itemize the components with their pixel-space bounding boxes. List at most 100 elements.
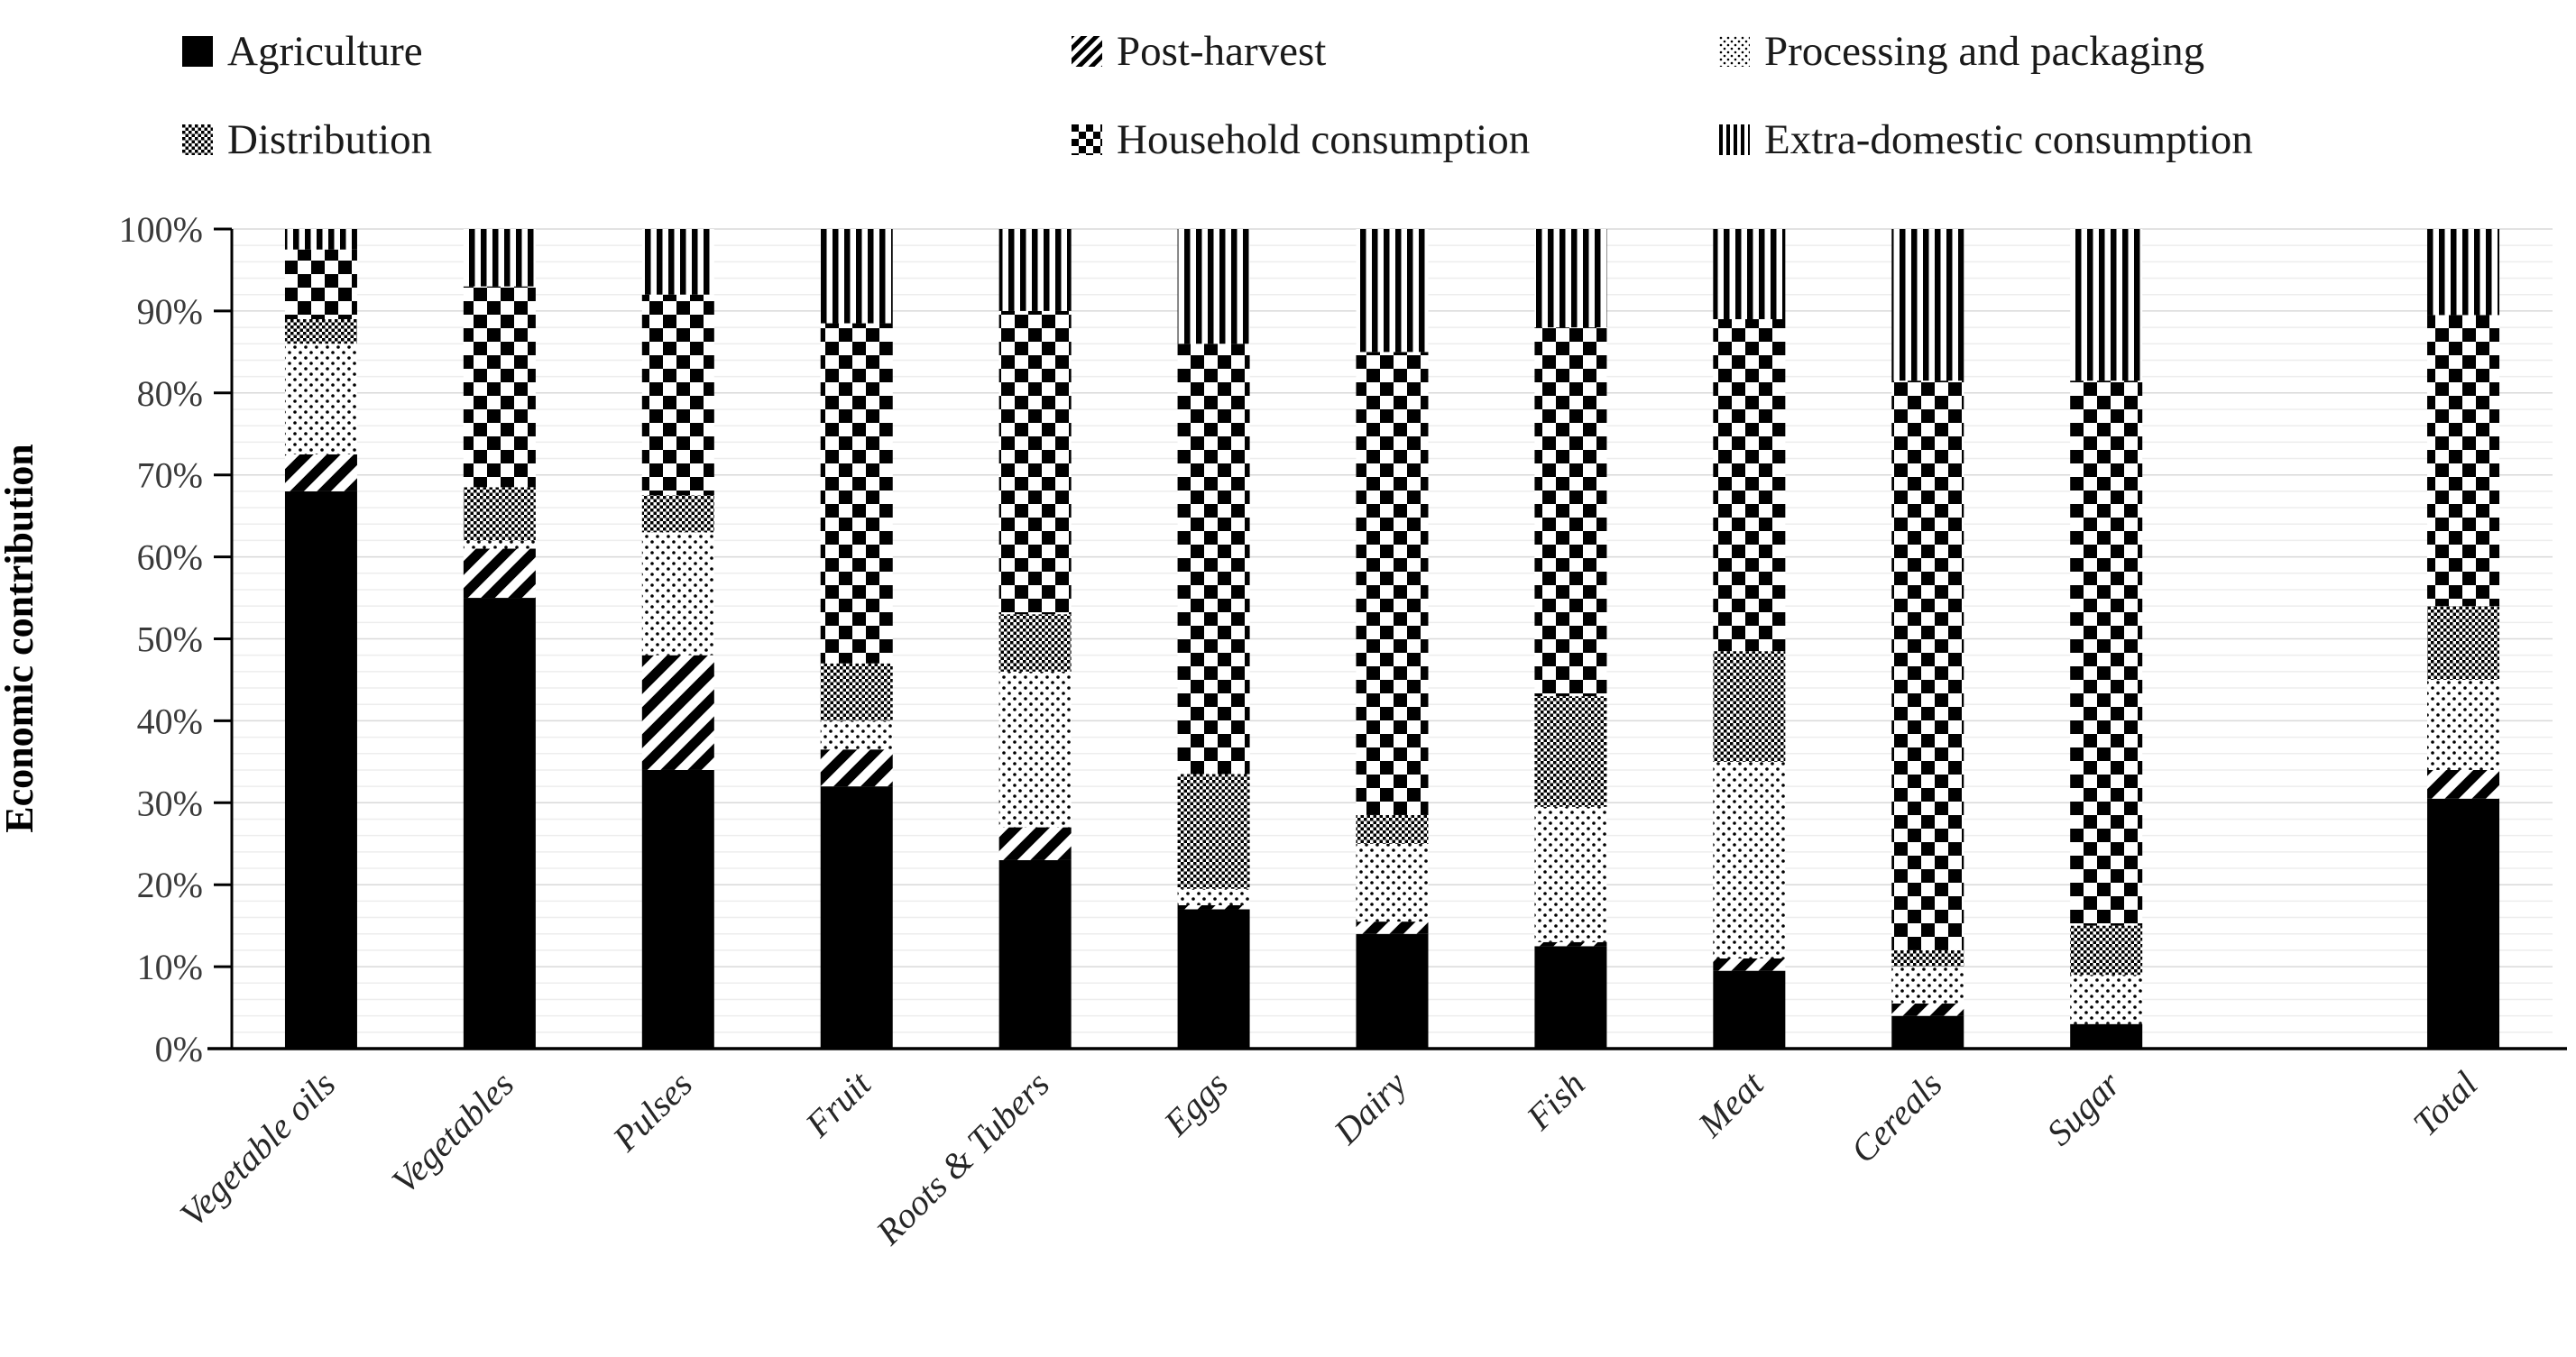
- bar-segment-post-harvest: [1177, 904, 1250, 910]
- bar-segment-agriculture: [2070, 1023, 2143, 1049]
- chart-area: Economic contribution 0% 10% 20% 30% 40% 50% 6…: [0, 193, 2576, 1352]
- bar-segment-distribution: [1177, 774, 1250, 889]
- bar-segment-distribution: [2070, 925, 2143, 976]
- bar-segment-processing: [1713, 761, 1786, 959]
- y-axis-labels: 0% 10% 20% 30% 40% 50% 60% 70% 80% 90% 100%: [119, 209, 203, 1069]
- bar-segment-post-harvest: [463, 548, 536, 599]
- bar-segment-household: [641, 294, 714, 496]
- bar-segment-processing: [2427, 679, 2500, 770]
- stacked-bar-chart: Economic contribution 0% 10% 20% 30% 40% 50% 6…: [0, 209, 2567, 1253]
- bar-segment-household: [2070, 381, 2143, 926]
- bar-segment-agriculture: [1534, 946, 1607, 1049]
- legend-item-household: Household consumption: [1072, 108, 1530, 171]
- x-axis-label: Sugar: [2038, 1063, 2129, 1153]
- bars: [284, 229, 2500, 1049]
- x-axis-labels: Vegetable oils Vegetables Pulses FruitRoots…: [172, 1063, 2486, 1253]
- bar-segment-distribution: [463, 487, 536, 541]
- bar-segment-post-harvest: [820, 749, 893, 787]
- x-axis-label: Total: [2405, 1064, 2485, 1144]
- y-tick-label: 70%: [137, 455, 203, 496]
- bar-segment-agriculture: [998, 859, 1072, 1049]
- bar-segment-agriculture: [641, 769, 714, 1049]
- bar-segment-household: [1177, 344, 1250, 775]
- bar-segment-distribution: [820, 663, 893, 721]
- bar-segment-extra-domestic: [1356, 229, 1429, 353]
- bar-segment-processing: [1356, 843, 1429, 922]
- legend-label: Household consumption: [1117, 116, 1531, 163]
- bar-segment-processing: [2070, 975, 2143, 1024]
- bar-segment-extra-domestic: [1534, 229, 1607, 328]
- bar-segment-distribution: [641, 495, 714, 533]
- legend-item-post-harvest: Post-harvest: [1072, 20, 1326, 83]
- y-tick-label: 90%: [137, 291, 203, 332]
- bar-segment-agriculture: [2427, 798, 2500, 1049]
- bar-segment-agriculture: [463, 598, 536, 1049]
- bar-segment-extra-domestic: [820, 229, 893, 324]
- bar-segment-extra-domestic: [1713, 229, 1786, 319]
- bar-segment-agriculture: [1177, 909, 1250, 1049]
- x-axis-label: Vegetable oils: [172, 1064, 344, 1235]
- legend-label: Processing and packaging: [1764, 28, 2205, 75]
- bar-segment-household: [1891, 381, 1964, 950]
- y-tick-label: 20%: [137, 865, 203, 905]
- legend-label: Extra-domestic consumption: [1764, 116, 2253, 163]
- bar-segment-extra-domestic: [2427, 229, 2500, 316]
- bar-segment-distribution: [2427, 606, 2500, 680]
- bar-segment-post-harvest: [1534, 941, 1607, 947]
- bar-segment-household: [463, 286, 536, 488]
- bar-segment-agriculture: [1713, 970, 1786, 1049]
- bar-segment-processing: [998, 671, 1072, 828]
- x-axis-label: Vegetables: [383, 1064, 521, 1202]
- legend-swatch-agriculture: [182, 36, 213, 67]
- bar-segment-household: [1534, 327, 1607, 697]
- bar-segment-post-harvest: [998, 827, 1072, 860]
- bar-segment-household: [820, 323, 893, 664]
- legend-item-extra-domestic: Extra-domestic consumption: [1719, 108, 2253, 171]
- bar-segment-post-harvest: [1356, 921, 1429, 934]
- legend-item-agriculture: Agriculture: [182, 20, 423, 83]
- bar-segment-post-harvest: [2427, 769, 2500, 799]
- bar-segment-distribution: [1356, 814, 1429, 844]
- bar-segment-extra-domestic: [641, 229, 714, 295]
- bar-segment-distribution: [998, 614, 1072, 672]
- legend-label: Agriculture: [227, 28, 423, 75]
- bar-segment-household: [998, 310, 1072, 615]
- x-axis-label: Eggs: [1155, 1064, 1236, 1144]
- bar-segment-agriculture: [1356, 933, 1429, 1049]
- bar-segment-agriculture: [284, 491, 357, 1049]
- bar-segment-processing: [641, 532, 714, 656]
- bar-segment-post-harvest: [284, 454, 357, 491]
- x-axis-label: Cereals: [1843, 1064, 1950, 1171]
- legend-item-distribution: Distribution: [182, 108, 432, 171]
- legend-label: Post-harvest: [1117, 28, 1327, 75]
- bar-segment-processing: [284, 344, 357, 454]
- bar-segment-household: [1713, 318, 1786, 652]
- bar-segment-post-harvest: [1713, 958, 1786, 971]
- bar-segment-post-harvest: [641, 655, 714, 770]
- legend-swatch-household: [1072, 124, 1102, 155]
- bar-segment-extra-domestic: [2070, 229, 2143, 381]
- x-axis-label: Dairy: [1325, 1063, 1414, 1152]
- y-tick-label: 40%: [137, 701, 203, 741]
- y-tick-label: 60%: [137, 537, 203, 578]
- x-axis-label: Fruit: [796, 1063, 879, 1145]
- legend-swatch-distribution: [182, 124, 213, 155]
- bar-segment-processing: [820, 720, 893, 750]
- y-axis-title: Economic contribution: [0, 444, 41, 832]
- bar-segment-agriculture: [820, 786, 893, 1049]
- bar-segment-agriculture: [1891, 1015, 1964, 1049]
- bar-segment-distribution: [284, 318, 357, 344]
- bar-segment-distribution: [1891, 949, 1964, 967]
- x-axis-label: Roots & Tubers: [868, 1064, 1057, 1253]
- bar-segment-processing: [1534, 806, 1607, 942]
- bar-segment-distribution: [1713, 651, 1786, 762]
- bar-segment-processing: [1891, 967, 1964, 1004]
- legend-swatch-processing: [1719, 36, 1750, 67]
- y-tick-label: 50%: [137, 619, 203, 660]
- bar-segment-extra-domestic: [284, 229, 357, 250]
- bar-segment-processing: [463, 540, 536, 549]
- axes: [207, 227, 2567, 1050]
- bar-segment-processing: [1177, 888, 1250, 905]
- legend-swatch-post-harvest: [1072, 36, 1102, 67]
- bar-segment-household: [2427, 315, 2500, 607]
